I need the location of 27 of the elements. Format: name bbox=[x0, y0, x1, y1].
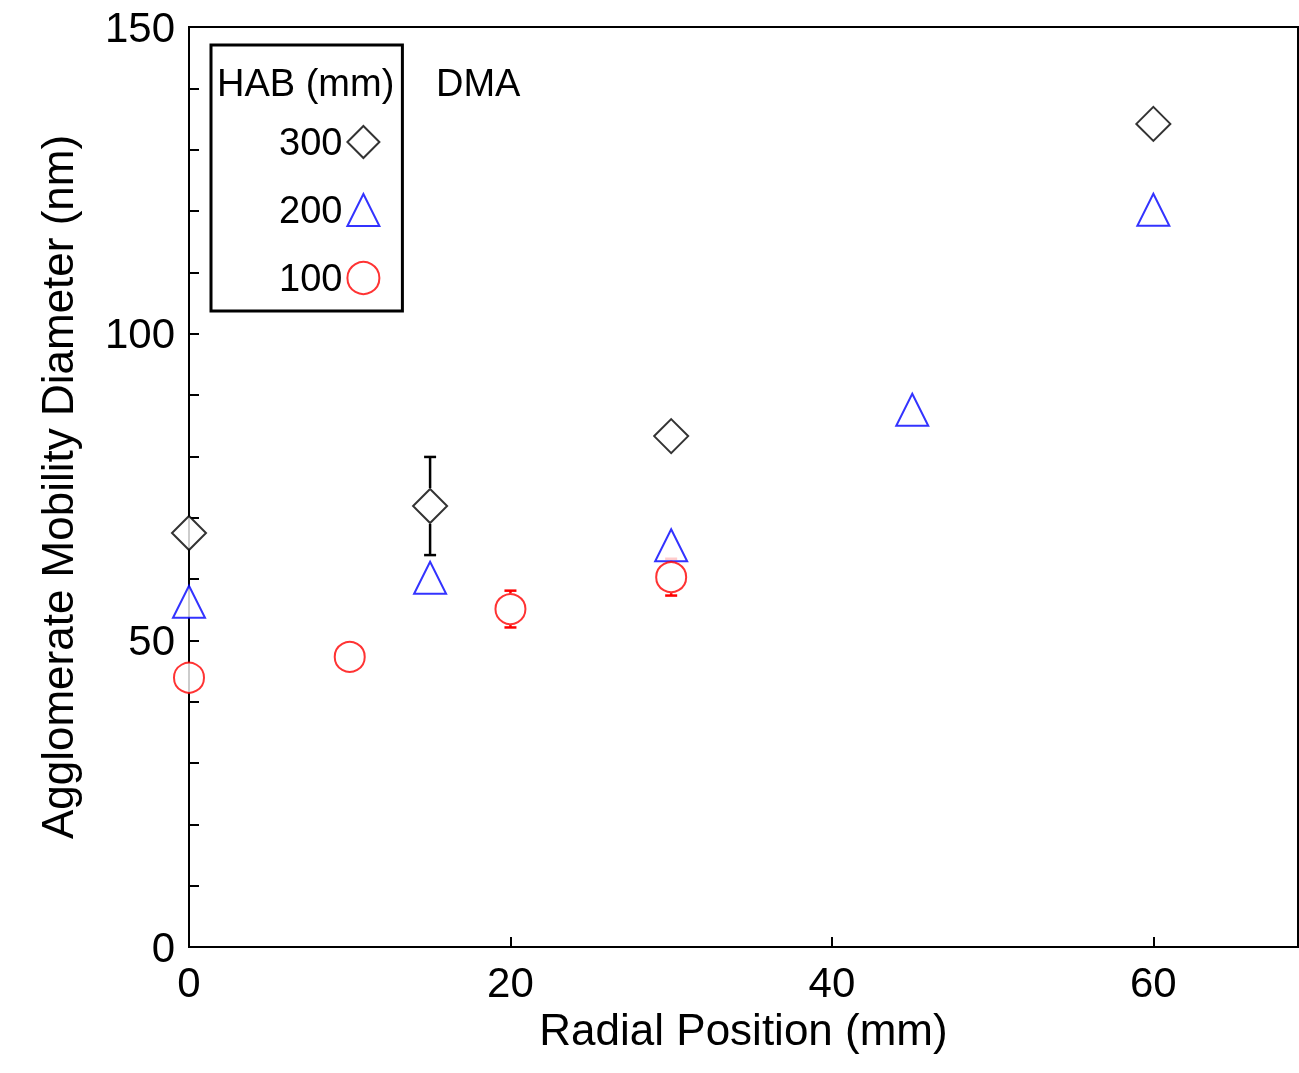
legend-label: 300 bbox=[279, 121, 343, 163]
point bbox=[654, 528, 689, 563]
legend-label: 200 bbox=[279, 189, 343, 231]
x-tick-label: 40 bbox=[808, 958, 856, 1006]
x-tick-label: 20 bbox=[487, 958, 534, 1006]
point bbox=[1136, 192, 1171, 227]
y-tick-label: 0 bbox=[151, 923, 175, 971]
point bbox=[333, 640, 366, 673]
point bbox=[172, 584, 206, 619]
point bbox=[655, 561, 688, 594]
x-axis-title: Radial Position (mm) bbox=[539, 1005, 948, 1055]
legend-label: 100 bbox=[279, 257, 343, 299]
point bbox=[171, 515, 207, 551]
annotation: DMA bbox=[436, 62, 522, 104]
point bbox=[895, 392, 930, 427]
y-axis-title: Agglomerate Mobility Diameter (nm) bbox=[32, 134, 82, 840]
point bbox=[653, 418, 690, 455]
point bbox=[413, 560, 448, 595]
y-tick-label: 50 bbox=[128, 616, 175, 664]
x-tick-label: 60 bbox=[1129, 958, 1177, 1006]
point bbox=[1135, 105, 1172, 142]
y-tick-label: 100 bbox=[104, 310, 175, 358]
legend-title: HAB (mm) bbox=[217, 62, 395, 104]
y-tick-label: 150 bbox=[104, 3, 175, 51]
point bbox=[412, 488, 449, 525]
point bbox=[173, 661, 205, 694]
point bbox=[494, 593, 527, 626]
